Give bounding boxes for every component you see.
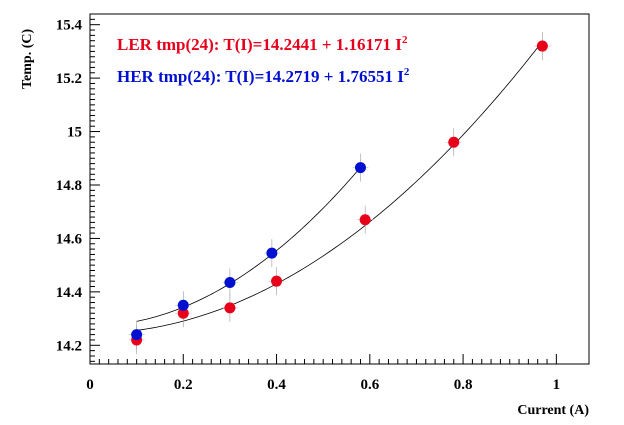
ler-data-point bbox=[177, 307, 189, 319]
x-tick-label: 1 bbox=[553, 377, 561, 393]
annotation-her-sup: 2 bbox=[404, 66, 410, 78]
y-tick-label: 14.6 bbox=[56, 231, 83, 247]
her-data-point bbox=[354, 162, 366, 174]
annotation-ler: LER tmp(24): T(I)=14.2441 + 1.16171 I2 bbox=[117, 34, 408, 54]
annotation-ler-sup: 2 bbox=[402, 34, 408, 46]
annotation-her: HER tmp(24): T(I)=14.2719 + 1.76551 I2 bbox=[117, 66, 410, 86]
ler-data-point bbox=[359, 214, 371, 226]
y-tick-label: 14.8 bbox=[56, 178, 82, 194]
x-tick-label: 0.6 bbox=[360, 377, 379, 393]
y-tick-label: 14.4 bbox=[56, 285, 83, 301]
plot-frame bbox=[89, 13, 590, 365]
her-data-point bbox=[266, 247, 278, 259]
fit-curves bbox=[136, 41, 543, 331]
x-tick-label: 0.8 bbox=[454, 377, 473, 393]
x-tick-label: 0 bbox=[86, 377, 94, 393]
y-tick-label: 15 bbox=[67, 125, 82, 141]
ler-fit-curve bbox=[136, 41, 543, 331]
data-points bbox=[131, 40, 548, 346]
ler-data-point bbox=[271, 275, 283, 287]
y-axis-title: Temp. (C) bbox=[20, 29, 35, 89]
x-tick-label: 0.2 bbox=[174, 377, 193, 393]
y-tick-label: 15.2 bbox=[56, 71, 82, 87]
axis-ticks: 0 0.2 0.4 0.6 0.8 1 14.2 14.4 14.6 14.8 15 15.2 15.4 bbox=[56, 13, 561, 393]
her-fit-curve bbox=[136, 167, 361, 322]
x-axis-title: Current (A) bbox=[517, 403, 589, 418]
her-data-point bbox=[224, 277, 236, 289]
ler-data-point bbox=[224, 302, 236, 314]
her-data-point bbox=[177, 299, 189, 311]
her-data-point bbox=[131, 329, 143, 341]
y-tick-label: 14.2 bbox=[56, 338, 82, 354]
annotation-ler-text: LER tmp(24): T(I)=14.2441 + 1.16171 I bbox=[117, 35, 402, 54]
x-tick-label: 0.4 bbox=[267, 377, 286, 393]
ler-data-point bbox=[448, 136, 460, 148]
annotation-her-text: HER tmp(24): T(I)=14.2719 + 1.76551 I bbox=[117, 67, 404, 86]
y-tick-label: 15.4 bbox=[56, 18, 83, 34]
ler-data-point bbox=[536, 40, 548, 52]
